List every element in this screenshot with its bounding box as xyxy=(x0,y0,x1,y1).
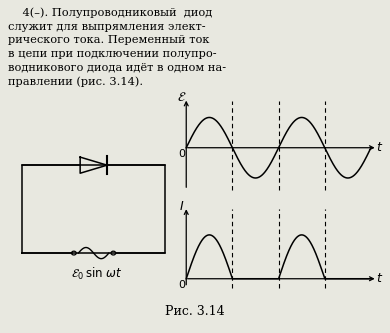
Text: 0: 0 xyxy=(178,149,185,159)
Text: $\mathcal{E}$: $\mathcal{E}$ xyxy=(177,91,186,104)
Text: $\mathcal{E}_0\,\sin\,\omega t$: $\mathcal{E}_0\,\sin\,\omega t$ xyxy=(71,266,123,282)
Text: $t$: $t$ xyxy=(376,141,383,154)
Text: 0: 0 xyxy=(178,280,185,290)
Text: 4(–). Полупроводниковый  диод
служит для выпрямления элект-
рического тока. Пере: 4(–). Полупроводниковый диод служит для … xyxy=(8,8,226,87)
Text: $t$: $t$ xyxy=(376,272,383,285)
Text: $I$: $I$ xyxy=(179,200,184,213)
Text: Рис. 3.14: Рис. 3.14 xyxy=(165,304,225,318)
